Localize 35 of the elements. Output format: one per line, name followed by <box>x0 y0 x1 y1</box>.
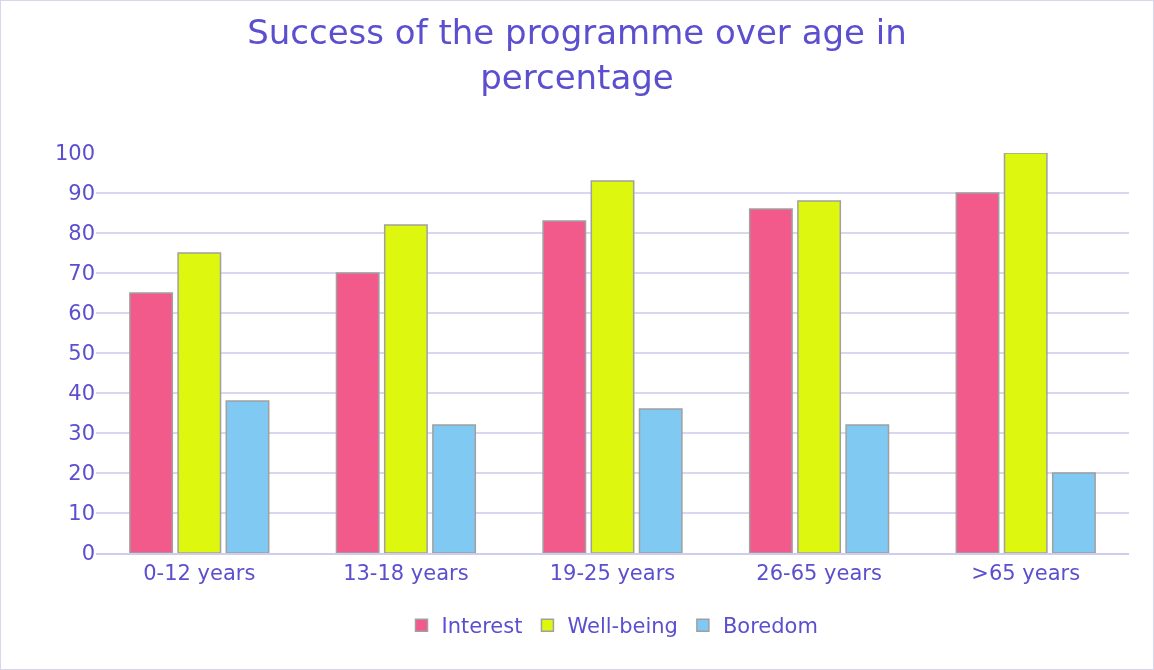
x-tick-label: 26-65 years <box>756 561 882 586</box>
bar <box>797 200 842 553</box>
y-tick-label: 90 <box>68 181 95 206</box>
bar <box>432 424 477 553</box>
bar <box>955 192 1000 553</box>
bar <box>590 180 635 553</box>
y-tick-label: 60 <box>68 301 95 326</box>
y-tick-label: 20 <box>68 461 95 486</box>
y-tick-label: 10 <box>68 501 95 526</box>
bar <box>335 272 380 553</box>
bar <box>748 208 793 553</box>
y-tick-label: 100 <box>54 141 95 166</box>
y-tick-label: 70 <box>68 261 95 286</box>
bar <box>1051 472 1096 553</box>
legend-label: Interest <box>441 614 523 639</box>
y-tick-label: 80 <box>68 221 95 246</box>
y-tick-label: 40 <box>68 381 95 406</box>
y-tick-label: 0 <box>81 541 95 566</box>
legend-label: Well-being <box>567 614 678 639</box>
bar <box>225 400 270 553</box>
bar <box>383 224 428 553</box>
bar <box>129 292 174 553</box>
legend-label: Boredom <box>722 614 818 639</box>
bar <box>1003 153 1048 553</box>
x-tick-label: >65 years <box>971 561 1081 586</box>
y-tick-label: 30 <box>68 421 95 446</box>
x-tick-label: 19-25 years <box>549 561 676 586</box>
y-tick-label: 50 <box>68 341 95 366</box>
bar <box>638 408 683 553</box>
bar <box>845 424 890 553</box>
x-tick-label: 13-18 years <box>343 561 469 586</box>
bar <box>542 220 587 553</box>
chart-title: Success of the programme over age in percentage <box>247 12 907 97</box>
x-tick-label: 0-12 years <box>143 561 256 586</box>
bar <box>177 252 222 553</box>
